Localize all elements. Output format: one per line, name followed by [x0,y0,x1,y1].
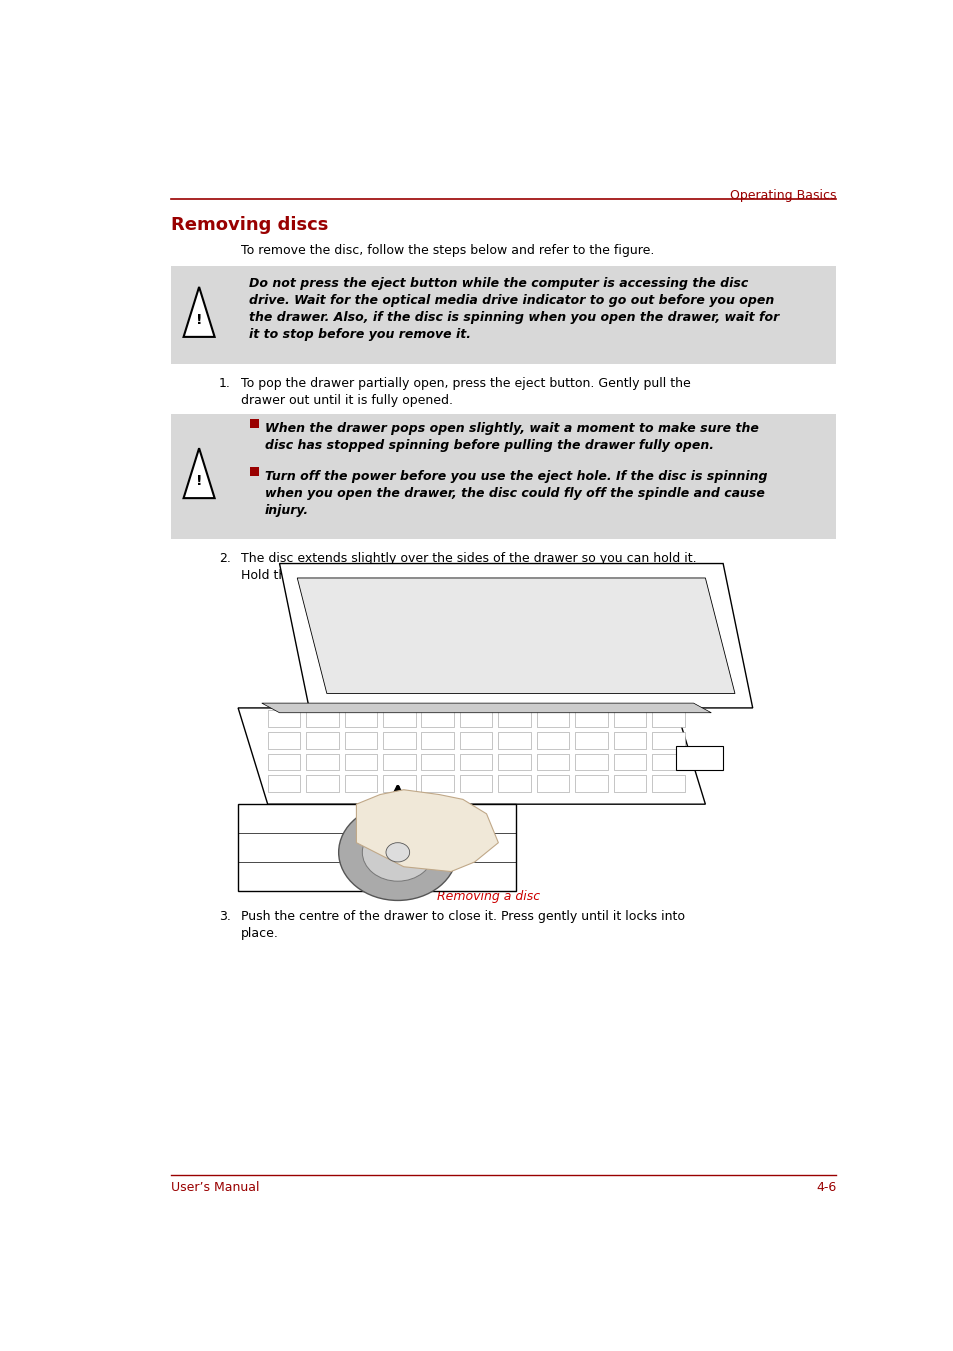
Bar [652,754,684,770]
Bar [575,711,607,727]
Bar [613,754,645,770]
Bar [306,711,338,727]
Text: Do not press the eject button while the computer is accessing the disc
drive. Wa: Do not press the eject button while the … [249,277,778,340]
Bar [250,419,258,428]
Bar [268,754,300,770]
Text: Removing a disc: Removing a disc [436,890,540,904]
Polygon shape [183,286,214,336]
Bar [421,775,454,792]
Text: 3.: 3. [219,911,231,923]
Text: User’s Manual: User’s Manual [171,1181,259,1193]
Bar [383,775,416,792]
Polygon shape [238,804,516,890]
Bar [344,711,376,727]
Polygon shape [183,449,214,499]
FancyBboxPatch shape [171,266,836,363]
Text: Operating Basics: Operating Basics [729,189,836,203]
Bar [344,732,376,748]
Bar [421,711,454,727]
Bar [613,775,645,792]
Polygon shape [675,746,722,770]
Bar [344,754,376,770]
Circle shape [338,804,456,901]
Bar [459,754,492,770]
Text: Removing discs: Removing discs [171,216,328,234]
Polygon shape [356,790,497,871]
Text: To pop the drawer partially open, press the eject button. Gently pull the
drawer: To pop the drawer partially open, press … [241,377,690,408]
FancyBboxPatch shape [171,413,836,539]
Bar [250,467,258,477]
Text: 1.: 1. [219,377,231,390]
Bar [306,754,338,770]
Bar [383,732,416,748]
Bar [383,754,416,770]
Bar [344,775,376,792]
Bar [497,732,530,748]
Bar [537,754,569,770]
Bar [537,711,569,727]
Bar [306,775,338,792]
Circle shape [362,824,433,881]
Polygon shape [261,703,711,713]
Bar [575,754,607,770]
Text: !: ! [195,474,202,489]
Text: When the drawer pops open slightly, wait a moment to make sure the
disc has stop: When the drawer pops open slightly, wait… [265,422,758,453]
Polygon shape [279,563,752,708]
Bar [652,711,684,727]
Bar [652,775,684,792]
Bar [268,775,300,792]
Bar [613,732,645,748]
Text: Push the centre of the drawer to close it. Press gently until it locks into
plac: Push the centre of the drawer to close i… [241,911,684,940]
Bar [421,754,454,770]
Bar [459,775,492,792]
Text: To remove the disc, follow the steps below and refer to the figure.: To remove the disc, follow the steps bel… [241,245,654,257]
Bar [459,732,492,748]
Bar [459,711,492,727]
Text: 4-6: 4-6 [816,1181,836,1193]
Bar [537,775,569,792]
Text: !: ! [195,313,202,327]
Text: 2.: 2. [219,553,231,565]
Bar [268,732,300,748]
Bar [497,754,530,770]
Bar [383,711,416,727]
Bar [575,732,607,748]
Polygon shape [238,708,704,804]
Bar [497,775,530,792]
Bar [421,732,454,748]
Bar [613,711,645,727]
Bar [575,775,607,792]
Bar [268,711,300,727]
Bar [537,732,569,748]
Polygon shape [297,578,734,693]
Circle shape [386,843,409,862]
Bar [306,732,338,748]
Text: Turn off the power before you use the eject hole. If the disc is spinning
when y: Turn off the power before you use the ej… [265,470,766,517]
Bar [497,711,530,727]
Text: The disc extends slightly over the sides of the drawer so you can hold it.
Hold : The disc extends slightly over the sides… [241,553,696,582]
Bar [652,732,684,748]
